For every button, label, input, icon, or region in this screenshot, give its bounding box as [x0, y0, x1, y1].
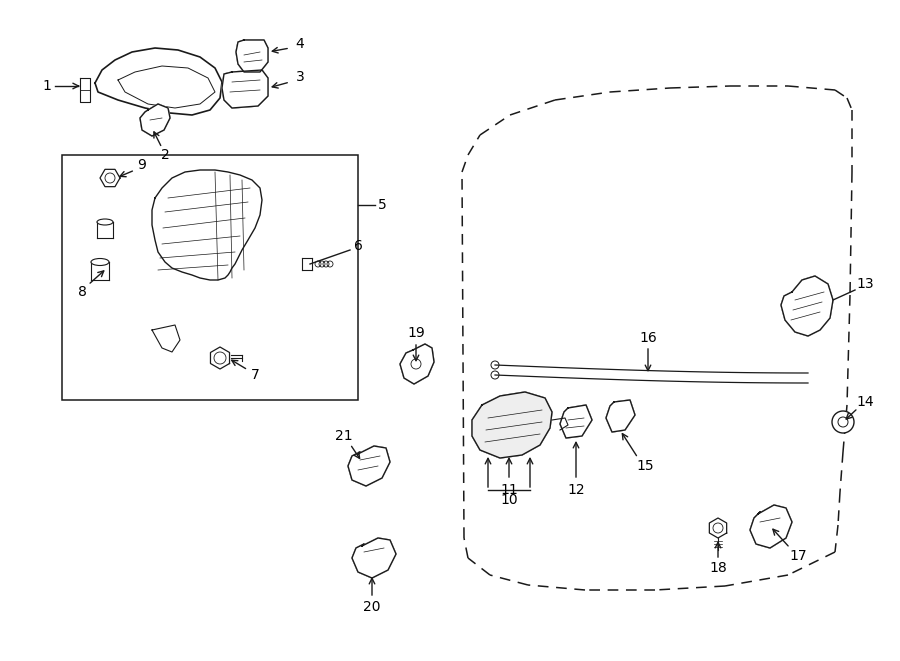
Polygon shape	[236, 40, 268, 72]
Text: 1: 1	[42, 79, 51, 93]
Text: 8: 8	[77, 285, 86, 299]
Polygon shape	[352, 538, 396, 578]
Text: 12: 12	[567, 483, 585, 497]
Polygon shape	[750, 505, 792, 548]
Text: 20: 20	[364, 600, 381, 614]
Polygon shape	[781, 276, 833, 336]
Text: 9: 9	[138, 158, 147, 172]
Text: 17: 17	[789, 549, 806, 563]
Polygon shape	[400, 344, 434, 384]
Text: 2: 2	[160, 148, 169, 162]
Text: 5: 5	[378, 198, 386, 212]
Text: 6: 6	[354, 239, 363, 253]
Text: 3: 3	[295, 70, 304, 84]
Text: 19: 19	[407, 326, 425, 340]
Polygon shape	[222, 70, 268, 108]
Text: 18: 18	[709, 561, 727, 575]
Polygon shape	[140, 104, 170, 136]
Text: 16: 16	[639, 331, 657, 345]
Polygon shape	[560, 405, 592, 438]
Polygon shape	[606, 400, 635, 432]
Text: 4: 4	[295, 37, 304, 51]
Text: 21: 21	[335, 429, 353, 443]
Text: 13: 13	[856, 277, 874, 291]
Circle shape	[832, 411, 854, 433]
Ellipse shape	[91, 258, 109, 266]
Text: 15: 15	[636, 459, 653, 473]
Text: 10: 10	[500, 493, 518, 507]
Polygon shape	[348, 446, 390, 486]
Ellipse shape	[97, 219, 113, 225]
Text: 11: 11	[500, 483, 518, 497]
Polygon shape	[472, 392, 552, 458]
Text: 14: 14	[856, 395, 874, 409]
Text: 7: 7	[250, 368, 259, 382]
